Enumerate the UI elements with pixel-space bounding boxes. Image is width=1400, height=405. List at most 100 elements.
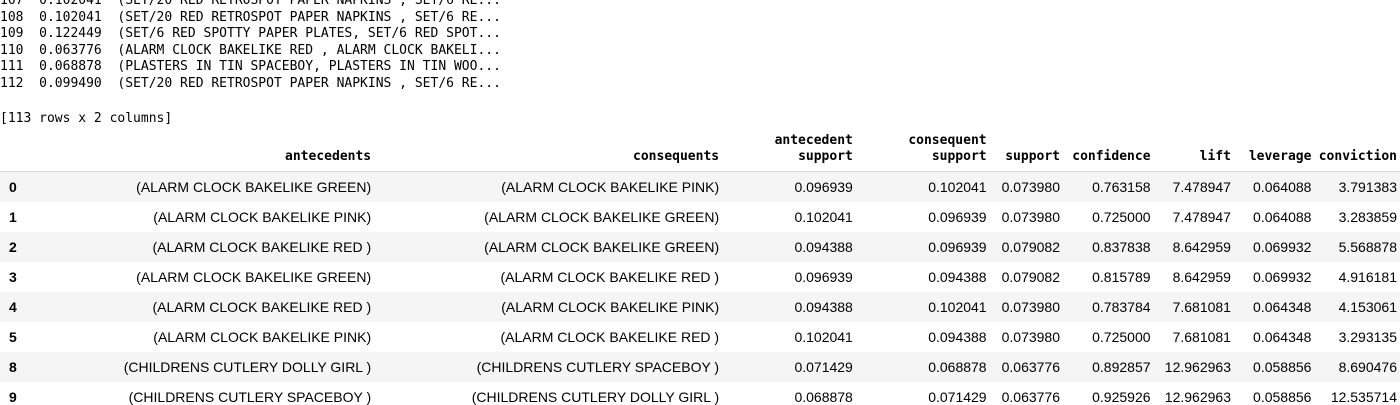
table-row: 8 (CHILDRENS CUTLERY DOLLY GIRL ) (CHILDRE… (0, 352, 1400, 382)
lift-cell: 7.681081 (1172, 299, 1231, 315)
consequent-support-cell: 0.068878 (928, 359, 987, 375)
consequent-support-cell: 0.071429 (928, 389, 987, 405)
row-index: 9 (9, 389, 17, 405)
conviction-cell: 4.153061 (1338, 299, 1397, 315)
lift-cell: 7.681081 (1172, 329, 1231, 345)
lift-cell: 7.478947 (1172, 179, 1231, 195)
row-index: 1 (9, 209, 17, 225)
leverage-header: leverage (1233, 131, 1315, 172)
table-row: 2 (ALARM CLOCK BAKELIKE RED ) (ALARM CLOCK… (0, 232, 1400, 262)
dataframe-shape-summary: [113 rows x 2 columns] (0, 111, 173, 126)
consequents-cell: (ALARM CLOCK BAKELIKE GREEN) (484, 239, 720, 255)
table-row: 0 (ALARM CLOCK BAKELIKE GREEN) (ALARM CLOC… (0, 171, 1400, 202)
table-row: 3 (ALARM CLOCK BAKELIKE GREEN) (ALARM CLOC… (0, 262, 1400, 292)
conviction-cell: 4.916181 (1338, 269, 1397, 285)
consequents-cell: (ALARM CLOCK BAKELIKE GREEN) (484, 209, 720, 225)
series-output: 107 0.102041 (SET/20 RED RETROSPOT PAPER… (0, 0, 501, 92)
row-index: 8 (9, 359, 17, 375)
consequents-cell: (CHILDRENS CUTLERY DOLLY GIRL ) (471, 389, 720, 405)
consequent-support-cell: 0.102041 (928, 179, 987, 195)
output-line: 111 0.068878 (PLASTERS IN TIN SPACEBOY, … (0, 59, 501, 74)
consequents-cell: (ALARM CLOCK BAKELIKE RED ) (500, 329, 720, 345)
consequents-cell: (ALARM CLOCK BAKELIKE PINK) (501, 299, 720, 315)
antecedents-cell: (ALARM CLOCK BAKELIKE GREEN) (136, 179, 372, 195)
association-rules-table: antecedents consequents antecedent support c… (0, 131, 1400, 405)
output-line: 112 0.099490 (SET/20 RED RETROSPOT PAPER… (0, 75, 501, 91)
confidence-cell: 0.837838 (1092, 239, 1151, 255)
lift-header: lift (1153, 131, 1234, 172)
support-cell: 0.063776 (1001, 359, 1061, 375)
antecedent-support-cell: 0.068878 (794, 389, 853, 405)
antecedents-cell: (CHILDRENS CUTLERY SPACEBOY ) (128, 389, 372, 405)
support-cell: 0.079082 (1001, 269, 1061, 285)
leverage-cell: 0.064348 (1253, 329, 1312, 345)
consequents-cell: (ALARM CLOCK BAKELIKE RED ) (500, 269, 720, 285)
consequent-support-cell: 0.096939 (928, 239, 987, 255)
conviction-header: conviction (1314, 131, 1400, 172)
leverage-cell: 0.058856 (1253, 389, 1312, 405)
consequent-support-cell: 0.094388 (928, 269, 987, 285)
row-index: 0 (9, 179, 17, 195)
support-cell: 0.073980 (1001, 329, 1061, 345)
support-header: support (989, 131, 1064, 172)
consequent-support-cell: 0.102041 (928, 299, 987, 315)
conviction-cell: 12.535714 (1330, 389, 1397, 405)
antecedent-support-cell: 0.096939 (794, 179, 853, 195)
leverage-cell: 0.064088 (1253, 209, 1312, 225)
leverage-cell: 0.064088 (1253, 179, 1312, 195)
antecedent-support-cell: 0.094388 (794, 299, 853, 315)
consequent-support-cell: 0.094388 (928, 329, 987, 345)
antecedent-support-cell: 0.102041 (794, 209, 853, 225)
consequents-cell: (ALARM CLOCK BAKELIKE PINK) (501, 179, 720, 195)
conviction-cell: 3.791383 (1338, 179, 1397, 195)
antecedents-cell: (ALARM CLOCK BAKELIKE PINK) (153, 209, 372, 225)
lift-cell: 12.962963 (1164, 389, 1231, 405)
confidence-cell: 0.725000 (1092, 209, 1151, 225)
index-header (0, 131, 35, 172)
antecedent-support-cell: 0.071429 (794, 359, 853, 375)
support-cell: 0.073980 (1001, 209, 1061, 225)
antecedents-cell: (ALARM CLOCK BAKELIKE RED ) (152, 299, 372, 315)
antecedents-cell: (ALARM CLOCK BAKELIKE PINK) (153, 329, 372, 345)
leverage-cell: 0.064348 (1253, 299, 1312, 315)
confidence-cell: 0.815789 (1092, 269, 1151, 285)
table-row: 4 (ALARM CLOCK BAKELIKE RED ) (ALARM CLOCK… (0, 292, 1400, 322)
lift-cell: 8.642959 (1172, 239, 1231, 255)
table-row: 1 (ALARM CLOCK BAKELIKE PINK) (ALARM CLOCK… (0, 202, 1400, 232)
leverage-cell: 0.058856 (1253, 359, 1312, 375)
antecedent-support-header: antecedent support (722, 131, 856, 172)
antecedent-support-cell: 0.102041 (794, 329, 853, 345)
confidence-header: confidence (1063, 131, 1154, 172)
output-line: 109 0.122449 (SET/6 RED SPOTTY PAPER PLA… (0, 26, 501, 41)
consequent-support-cell: 0.096939 (928, 209, 987, 225)
confidence-cell: 0.783784 (1092, 299, 1151, 315)
leverage-cell: 0.069932 (1253, 269, 1312, 285)
consequent-support-header: consequent support (855, 131, 990, 172)
antecedent-support-cell: 0.096939 (794, 269, 853, 285)
table-row: 9 (CHILDRENS CUTLERY SPACEBOY ) (CHILDRENS… (0, 382, 1400, 405)
antecedents-cell: (CHILDRENS CUTLERY DOLLY GIRL ) (123, 359, 372, 375)
output-line: 108 0.102041 (SET/20 RED RETROSPOT PAPER… (0, 9, 501, 25)
table-header-row: antecedents consequents antecedent support c… (0, 131, 1400, 172)
table-row: 5 (ALARM CLOCK BAKELIKE PINK) (ALARM CLOCK… (0, 322, 1400, 352)
lift-cell: 7.478947 (1172, 209, 1231, 225)
output-line: 110 0.063776 (ALARM CLOCK BAKELIKE RED ,… (0, 42, 501, 58)
conviction-cell: 5.568878 (1338, 239, 1397, 255)
antecedent-support-cell: 0.094388 (794, 239, 853, 255)
antecedents-header: antecedents (34, 131, 375, 172)
support-cell: 0.063776 (1001, 389, 1061, 405)
consequents-header: consequents (374, 131, 723, 172)
confidence-cell: 0.925926 (1092, 389, 1151, 405)
support-cell: 0.073980 (1001, 299, 1061, 315)
support-cell: 0.073980 (1001, 179, 1061, 195)
output-line: 107 0.102041 (SET/20 RED RETROSPOT PAPER… (0, 0, 501, 8)
support-cell: 0.079082 (1001, 239, 1061, 255)
consequents-cell: (CHILDRENS CUTLERY SPACEBOY ) (476, 359, 720, 375)
leverage-cell: 0.069932 (1253, 239, 1312, 255)
antecedents-cell: (ALARM CLOCK BAKELIKE RED ) (152, 239, 372, 255)
conviction-cell: 3.293135 (1338, 329, 1397, 345)
row-index: 2 (9, 239, 17, 255)
lift-cell: 8.642959 (1172, 269, 1231, 285)
confidence-cell: 0.892857 (1092, 359, 1151, 375)
row-index: 5 (9, 329, 17, 345)
